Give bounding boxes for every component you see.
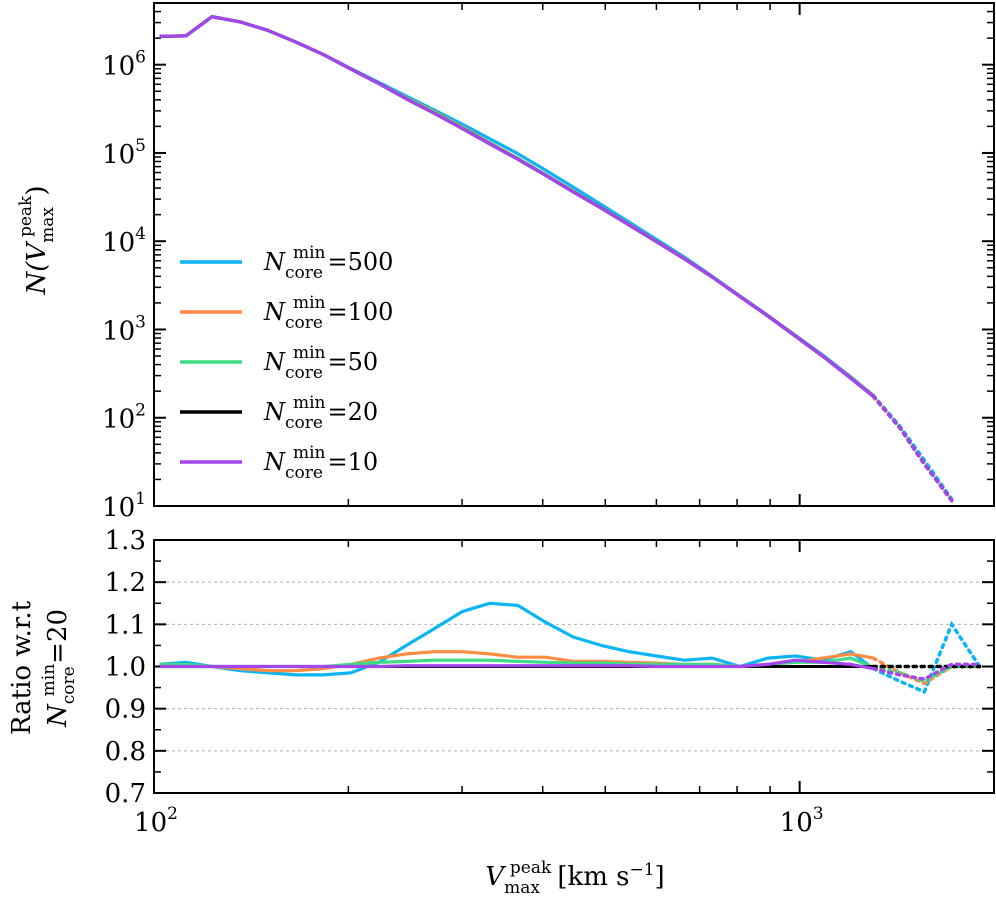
bottom-y-tick-label: 0.7: [105, 779, 146, 809]
top-y-tick-label: 102: [102, 401, 146, 435]
top-y-tick-label: 105: [102, 136, 146, 170]
legend-label-Ncore50: Ncoremin=50: [263, 343, 378, 383]
bottom-dotted-Ncore10: [871, 662, 982, 681]
bottom-line-Ncore10: [159, 658, 874, 671]
bottom-dotted-Ncore50: [871, 664, 982, 684]
legend-label-Ncore100: Ncoremin=100: [263, 293, 393, 333]
legend-label-Ncore10: Ncoremin=10: [263, 443, 378, 483]
top-panel-series: [159, 15, 954, 503]
top-panel-y-tick-labels: 101 102 103 104 105 106: [102, 48, 146, 523]
bottom-dotted-Ncore500: [871, 620, 982, 695]
bottom-y-tick-label: 1.1: [105, 610, 146, 640]
top-y-axis-label: N(Vmaxpeak): [16, 185, 58, 295]
bottom-y-tick-label: 1.2: [105, 568, 146, 598]
top-y-tick-label: 101: [102, 489, 146, 523]
top-line-Ncore50: [159, 15, 875, 398]
bottom-panel-x-tick-labels: 102 103: [134, 804, 824, 838]
bottom-y-tick-label: 0.9: [105, 695, 146, 725]
bottom-y-axis-label-line2: Ncoremin=20: [39, 609, 79, 728]
top-line-Ncore500: [159, 15, 875, 397]
legend-label-Ncore500: Ncoremin=500: [263, 243, 393, 283]
bottom-panel-y-tick-labels: 0.7 0.8 0.9 1.0 1.1 1.2 1.3: [105, 526, 146, 809]
top-y-tick-label: 103: [102, 312, 146, 346]
top-line-Ncore10: [159, 15, 875, 398]
bottom-x-tick-label: 102: [134, 804, 178, 838]
legend-label-Ncore20: Ncoremin=20: [263, 393, 378, 433]
bottom-y-axis-label-line1: Ratio w.r.t: [7, 600, 37, 735]
x-axis-label: Vmaxpeak [km s−1]: [485, 858, 664, 898]
bottom-y-tick-label: 1.3: [105, 526, 146, 556]
top-y-tick-label: 106: [102, 48, 146, 82]
bottom-y-tick-label: 1.0: [105, 653, 146, 683]
bottom-panel-series: [159, 601, 982, 695]
top-panel-frame: [153, 2, 995, 507]
bottom-y-tick-label: 0.8: [105, 737, 146, 767]
bottom-line-Ncore500: [159, 601, 875, 677]
bottom-panel-frame: [153, 539, 995, 794]
top-line-Ncore100: [159, 15, 875, 397]
top-line-Ncore20: [159, 15, 875, 398]
bottom-x-tick-label: 103: [780, 804, 824, 838]
top-y-tick-label: 104: [102, 224, 146, 258]
top-dotted-Ncore10: [871, 394, 954, 503]
legend: Ncoremin=500 Ncoremin=100 Ncoremin=50 Ncore…: [180, 243, 393, 483]
